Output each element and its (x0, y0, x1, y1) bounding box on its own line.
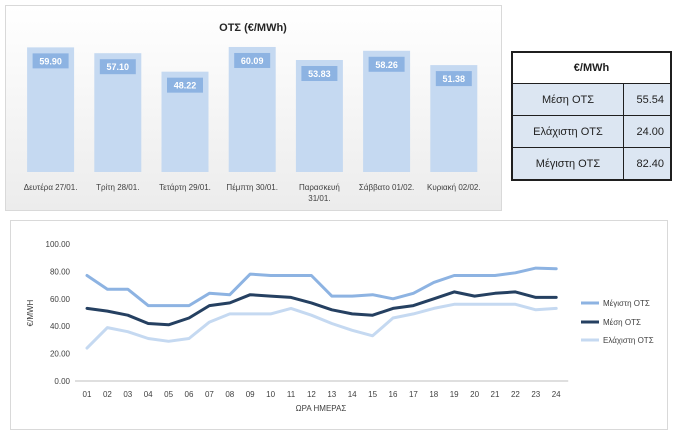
bar-value-label: 58.26 (375, 60, 398, 70)
bar-category-label: 31/01. (308, 194, 330, 203)
x-tick-label: 06 (185, 390, 194, 399)
x-tick-label: 18 (429, 390, 438, 399)
x-tick-label: 15 (368, 390, 377, 399)
bar-category-label: Παρασκευή (299, 183, 340, 192)
bar-value-label-box (368, 56, 405, 72)
x-tick-label: 17 (409, 390, 418, 399)
x-tick-label: 01 (83, 390, 92, 399)
bar-value-label: 59.90 (39, 56, 62, 66)
stats-value: 82.40 (623, 147, 672, 181)
x-tick-label: 24 (552, 390, 561, 399)
bar-category-label: Τρίτη 28/01. (96, 183, 139, 192)
stats-table: €/MWh Μέση ΟΤΣ 55.54 Ελάχιστη ΟΤΣ 24.00 … (511, 51, 672, 181)
x-tick-label: 07 (205, 390, 214, 399)
bar-value-label: 60.09 (241, 56, 264, 66)
y-tick-label: 100.00 (46, 240, 71, 249)
x-tick-label: 19 (450, 390, 459, 399)
y-tick-label: 60.00 (50, 295, 71, 304)
bar-value-label: 51.38 (443, 74, 466, 84)
x-tick-label: 11 (287, 390, 296, 399)
stats-row-max: Μέγιστη ΟΤΣ 82.40 (511, 147, 672, 181)
y-tick-label: 80.00 (50, 267, 71, 276)
x-tick-label: 14 (348, 390, 357, 399)
bar-value-label: 48.22 (174, 81, 197, 91)
line-chart-legend: Μέγιστη ΟΤΣ Μέση ΟΤΣ Ελάχιστη ΟΤΣ (581, 299, 654, 345)
x-tick-label: 08 (225, 390, 234, 399)
bar-value-label: 57.10 (107, 62, 130, 72)
line-chart-axes: 0.00 20.00 40.00 60.00 80.00 100.00 01 02 03 04 05… (46, 240, 569, 399)
x-tick-label: 02 (103, 390, 112, 399)
series-line (85, 290, 558, 327)
bar-category-label: Πέμπτη 30/01. (226, 183, 278, 192)
x-tick-label: 21 (491, 390, 500, 399)
y-tick-label: 0.00 (54, 377, 70, 386)
x-tick-label: 13 (327, 390, 336, 399)
bar-value-label-box (167, 77, 203, 93)
legend-label: Μέση ΟΤΣ (603, 318, 641, 327)
stats-value: 24.00 (623, 115, 672, 148)
stats-label: Μέση ΟΤΣ (511, 83, 624, 116)
stats-label: Ελάχιστη ΟΤΣ (511, 115, 624, 148)
x-tick-label: 23 (531, 390, 540, 399)
stats-row-mean: Μέση ΟΤΣ 55.54 (511, 83, 672, 116)
y-tick-label: 20.00 (50, 350, 71, 359)
legend-label: Μέγιστη ΟΤΣ (603, 299, 650, 308)
bar-value-label-box (234, 52, 271, 68)
stats-label: Μέγιστη ΟΤΣ (511, 147, 624, 181)
bar-category-label: Δευτέρα 27/01. (24, 183, 78, 192)
series-line (85, 302, 558, 350)
x-tick-label: 20 (470, 390, 479, 399)
bar-value-label: 53.83 (308, 69, 331, 79)
x-tick-label: 16 (389, 390, 398, 399)
bar-value-label-box (435, 71, 472, 87)
bar-series: 59.90 Δευτέρα 27/01. 57.10 Τρίτη 28/01. 48.2… (24, 46, 481, 203)
bar-value-label-box (301, 65, 338, 81)
bar-category-label: Σάββατο 01/02. (359, 183, 414, 192)
line-chart-xlabel: ΩΡΑ ΗΜΕΡΑΣ (296, 404, 347, 413)
line-series (85, 266, 558, 350)
x-tick-label: 04 (144, 390, 153, 399)
stats-table-header: €/MWh (511, 51, 672, 84)
series-line (85, 266, 558, 308)
bar-category-label: Τετάρτη 29/01. (159, 183, 211, 192)
legend-label: Ελάχιστη ΟΤΣ (603, 336, 654, 345)
stats-row-min: Ελάχιστη ΟΤΣ 24.00 (511, 115, 672, 148)
stats-value: 55.54 (623, 83, 672, 116)
bar-chart-title: ΟΤΣ (€/MWh) (219, 22, 287, 34)
x-tick-label: 05 (164, 390, 173, 399)
x-tick-label: 10 (266, 390, 275, 399)
y-tick-label: 40.00 (50, 322, 71, 331)
bar-category-label: Κυριακή 02/02. (427, 183, 481, 192)
bar-value-label-box (99, 59, 136, 75)
x-tick-label: 12 (307, 390, 316, 399)
x-tick-label: 09 (246, 390, 255, 399)
bar-value-label-box (32, 53, 69, 69)
x-tick-label: 22 (511, 390, 520, 399)
line-chart-ylabel: €/MWH (26, 299, 35, 326)
x-tick-label: 03 (123, 390, 132, 399)
